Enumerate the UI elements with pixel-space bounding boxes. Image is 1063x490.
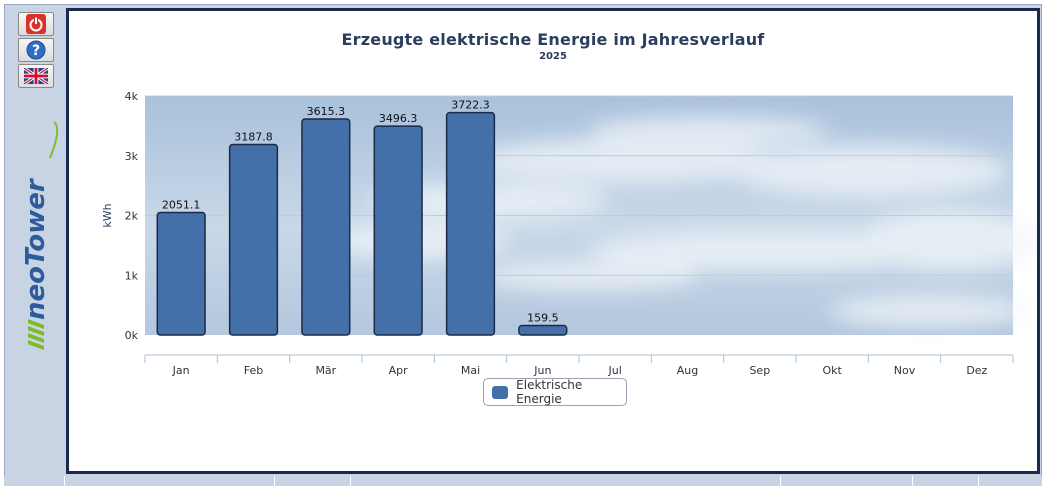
data-label: 3187.8 <box>234 131 273 144</box>
y-tick-label: 0k <box>125 329 139 342</box>
x-tick-label: Okt <box>822 364 842 377</box>
chart-subtitle: 2025 <box>539 51 567 62</box>
chart-panel: Erzeugte elektrische Energie im Jahresve… <box>66 8 1040 474</box>
bar-jun <box>518 324 568 336</box>
bottom-strip <box>4 476 1042 486</box>
uk-flag-icon <box>24 68 48 84</box>
legend-swatch <box>492 385 509 399</box>
power-button[interactable] <box>18 12 54 36</box>
y-axis-label: kWh <box>101 203 114 227</box>
x-tick-label: Dez <box>966 364 987 377</box>
data-label: 3496.3 <box>379 112 418 125</box>
bar-mai <box>445 111 496 336</box>
sidebar: ? neoTower <box>6 6 64 476</box>
svg-text:neoTower: neoTower <box>21 177 51 320</box>
x-tick-label: Mai <box>461 364 480 377</box>
bar-mär <box>301 118 351 336</box>
bar-jan <box>156 211 206 336</box>
data-label: 3615.3 <box>307 105 346 118</box>
x-tick-label: Sep <box>749 364 770 377</box>
y-tick-label: 1k <box>125 269 139 282</box>
svg-text:?: ? <box>32 43 40 59</box>
power-icon <box>26 14 46 34</box>
legend-label: Elektrische Energie <box>516 378 583 406</box>
x-tick-label: Nov <box>894 364 916 377</box>
y-tick-label: 4k <box>125 90 139 103</box>
y-tick-label: 3k <box>125 150 139 163</box>
x-tick-label: Mär <box>315 364 336 377</box>
plot-clouds <box>329 117 1037 327</box>
data-label: 159.5 <box>527 311 559 324</box>
x-tick-label: Feb <box>244 364 263 377</box>
language-button[interactable] <box>18 64 54 88</box>
chart-title: Erzeugte elektrische Energie im Jahresve… <box>341 30 765 49</box>
x-tick-label: Apr <box>389 364 409 377</box>
x-tick-label: Aug <box>677 364 698 377</box>
data-label: 2051.1 <box>162 198 201 211</box>
bar-feb <box>228 143 279 336</box>
x-tick-label: Jul <box>608 364 622 377</box>
question-icon: ? <box>26 40 46 60</box>
x-tick-label: Jan <box>172 364 190 377</box>
help-button[interactable]: ? <box>18 38 54 62</box>
data-label: 3722.3 <box>451 99 490 112</box>
neotower-logo: neoTower <box>10 118 62 358</box>
bar-apr <box>373 125 423 336</box>
x-tick-label: Jun <box>533 364 551 377</box>
bar-chart: 0k 1k 2k 3k 4k kWh Jan Feb Mär Apr Mai Jun Jul Aug Sep… <box>101 90 1037 377</box>
legend-item-elektrische-energie[interactable]: Elektrische Energie <box>483 378 627 406</box>
y-tick-label: 2k <box>125 210 139 223</box>
